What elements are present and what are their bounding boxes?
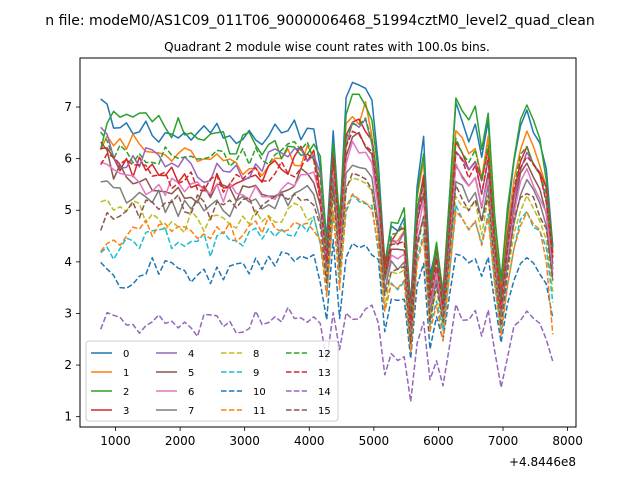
series-line-15 (99, 172, 554, 345)
legend-label-14: 14 (318, 387, 331, 398)
legend-label-15: 15 (318, 406, 331, 417)
legend-label-1: 1 (123, 368, 129, 379)
y-tick-label: 6 (64, 152, 72, 166)
series-line-13 (100, 130, 554, 326)
legend-label-13: 13 (318, 368, 331, 379)
x-tick-label: 2000 (165, 434, 196, 448)
y-tick-label: 3 (64, 306, 72, 320)
series-layer (99, 81, 554, 403)
x-offset-label: +4.8446e8 (509, 455, 576, 469)
figure-suptitle: n file: modeM0/AS1C09_011T06_9000006468_… (45, 13, 594, 29)
y-tick-label: 5 (64, 203, 72, 217)
x-tick-label: 5000 (359, 434, 390, 448)
series-line-7 (100, 164, 554, 334)
x-tick-label: 1000 (100, 434, 131, 448)
legend-label-6: 6 (188, 387, 194, 398)
x-axis: 1000 2000 3000 4000 5000 6000 7000 8000 (100, 427, 583, 448)
legend-label-7: 7 (188, 406, 194, 417)
legend-label-3: 3 (123, 406, 129, 417)
legend-label-2: 2 (123, 387, 129, 398)
legend-label-12: 12 (318, 349, 331, 360)
legend-label-8: 8 (253, 349, 259, 360)
y-tick-label: 7 (64, 100, 72, 114)
x-tick-label: 6000 (423, 434, 454, 448)
y-tick-label: 4 (64, 255, 72, 269)
x-tick-label: 3000 (229, 434, 260, 448)
series-line-12 (100, 117, 554, 319)
legend-label-0: 0 (123, 349, 129, 360)
chart-title: Quadrant 2 module wise count rates with … (164, 40, 490, 54)
legend-label-5: 5 (188, 368, 194, 379)
plot-area (79, 57, 577, 428)
x-tick-label: 7000 (488, 434, 519, 448)
legend-label-9: 9 (253, 368, 259, 379)
y-tick-label: 1 (64, 410, 72, 424)
y-axis: 1 2 3 4 5 6 7 (64, 100, 80, 424)
x-tick-label: 8000 (552, 434, 583, 448)
legend-label-11: 11 (253, 406, 266, 417)
series-line-11 (100, 193, 554, 353)
y-tick-label: 2 (64, 358, 72, 372)
axes-frame (79, 57, 577, 428)
legend-label-10: 10 (253, 387, 266, 398)
x-tick-label: 4000 (294, 434, 325, 448)
legend-frame (85, 340, 339, 422)
legend-label-4: 4 (188, 349, 194, 360)
